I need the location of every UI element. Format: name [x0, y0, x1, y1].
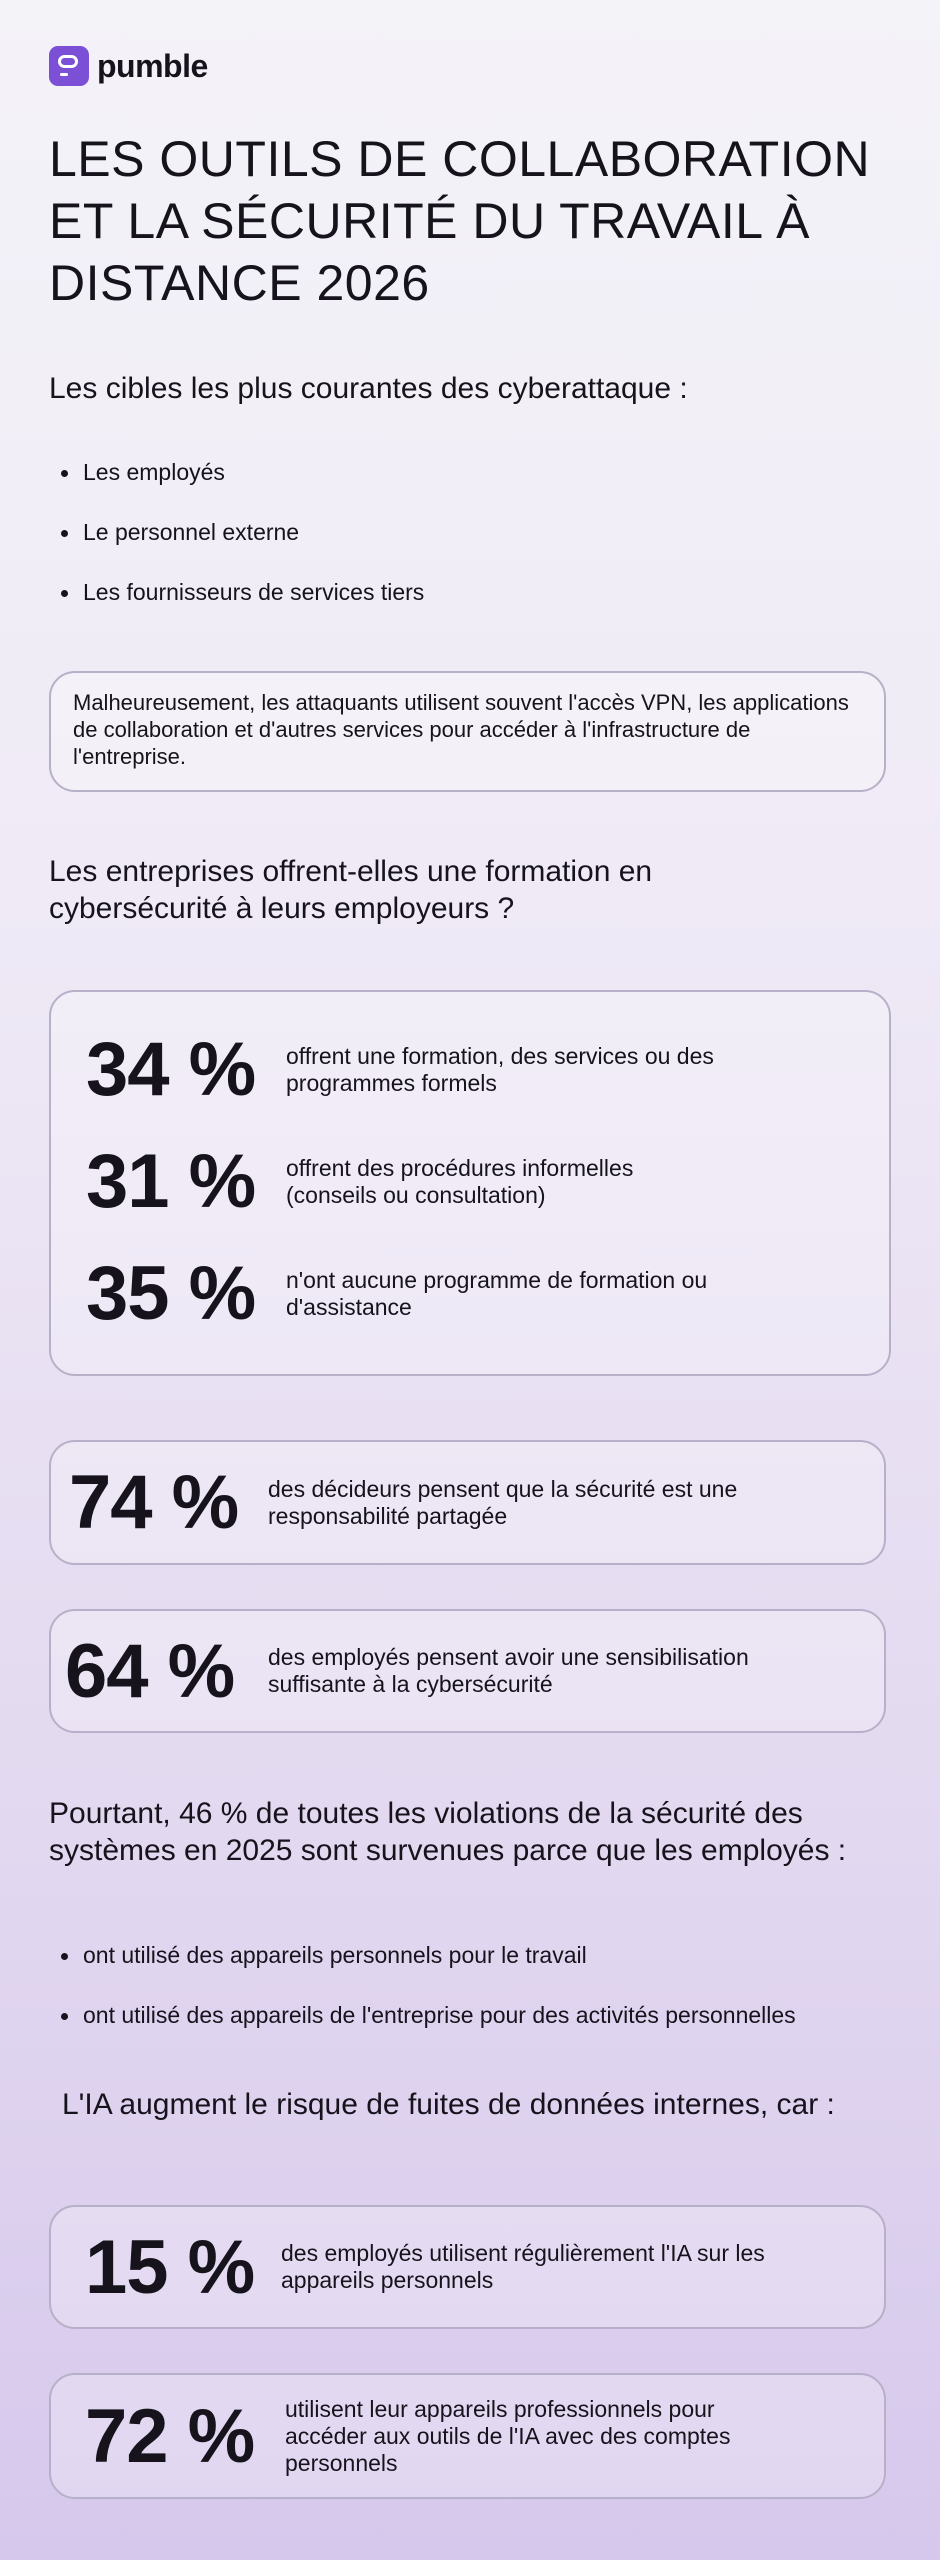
stat-text: offrent des procédures informelles (cons… [286, 1154, 634, 1208]
section1-heading: Les cibles les plus courantes des cybera… [49, 372, 688, 405]
stat-card: 15 % des employés utilisent régulièremen… [49, 2205, 886, 2329]
stat-value: 31 % [86, 1139, 256, 1224]
list-item: Le personnel externe [49, 517, 424, 577]
brand-name: pumble [97, 47, 208, 84]
stat-text: n'ont aucune programme de formation ou d… [286, 1266, 708, 1320]
training-stats-card [49, 990, 891, 1376]
stat-card: 72 % utilisent leur appareils profession… [49, 2373, 886, 2499]
stat-card: 64 % des employés pensent avoir une sens… [49, 1609, 886, 1733]
list-item: Les fournisseurs de services tiers [49, 577, 424, 637]
stat-text: utilisent leur appareils professionnels … [285, 2395, 731, 2476]
stat-value: 35 % [86, 1251, 256, 1336]
page-title: LES OUTILS DE COLLABORATION ET LA SÉCURI… [49, 131, 871, 311]
stat-value: 72 % [85, 2393, 255, 2479]
stat-value: 34 % [86, 1027, 256, 1112]
vpn-note: Malheureusement, les attaquants utilisen… [49, 671, 886, 792]
targets-list: Les employés Le personnel externe Les fo… [49, 457, 424, 637]
list-item: ont utilisé des appareils personnels pou… [49, 1940, 796, 2000]
stat-value: 74 % [69, 1460, 239, 1545]
stat-text: des décideurs pensent que la sécurité es… [268, 1475, 738, 1529]
stat-row: 34 % offrent une formation, des services… [86, 1026, 766, 1113]
stat-row: 31 % offrent des procédures informelles … [86, 1138, 706, 1225]
brand-logo: pumble [49, 46, 208, 86]
section4-heading: L'IA augment le risque de fuites de donn… [62, 2088, 835, 2121]
section2-heading: Les entreprises offrent-elles une format… [49, 855, 653, 925]
pumble-logo-icon [49, 46, 89, 86]
section3-heading: Pourtant, 46 % de toutes les violations … [49, 1797, 847, 1867]
list-item: ont utilisé des appareils de l'entrepris… [49, 2000, 796, 2060]
stat-text: offrent une formation, des services ou d… [286, 1042, 714, 1096]
stat-value: 15 % [85, 2224, 255, 2310]
stat-value: 64 % [65, 1628, 235, 1714]
list-item: Les employés [49, 457, 424, 517]
stat-text: des employés utilisent régulièrement l'I… [281, 2240, 765, 2293]
stat-card: 74 % des décideurs pensent que la sécuri… [49, 1440, 886, 1565]
stat-row: 35 % n'ont aucune programme de formation… [86, 1250, 766, 1337]
stat-text: des employés pensent avoir une sensibili… [268, 1644, 749, 1697]
breach-causes-list: ont utilisé des appareils personnels pou… [49, 1940, 796, 2060]
